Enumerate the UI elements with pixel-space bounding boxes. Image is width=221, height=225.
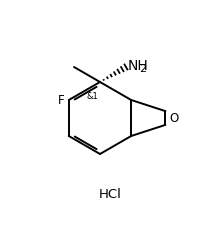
Text: &1: &1	[86, 92, 98, 101]
Text: 2: 2	[139, 64, 146, 74]
Text: HCl: HCl	[99, 189, 121, 202]
Text: F: F	[58, 94, 65, 106]
Text: O: O	[170, 112, 179, 124]
Text: NH: NH	[128, 59, 149, 73]
